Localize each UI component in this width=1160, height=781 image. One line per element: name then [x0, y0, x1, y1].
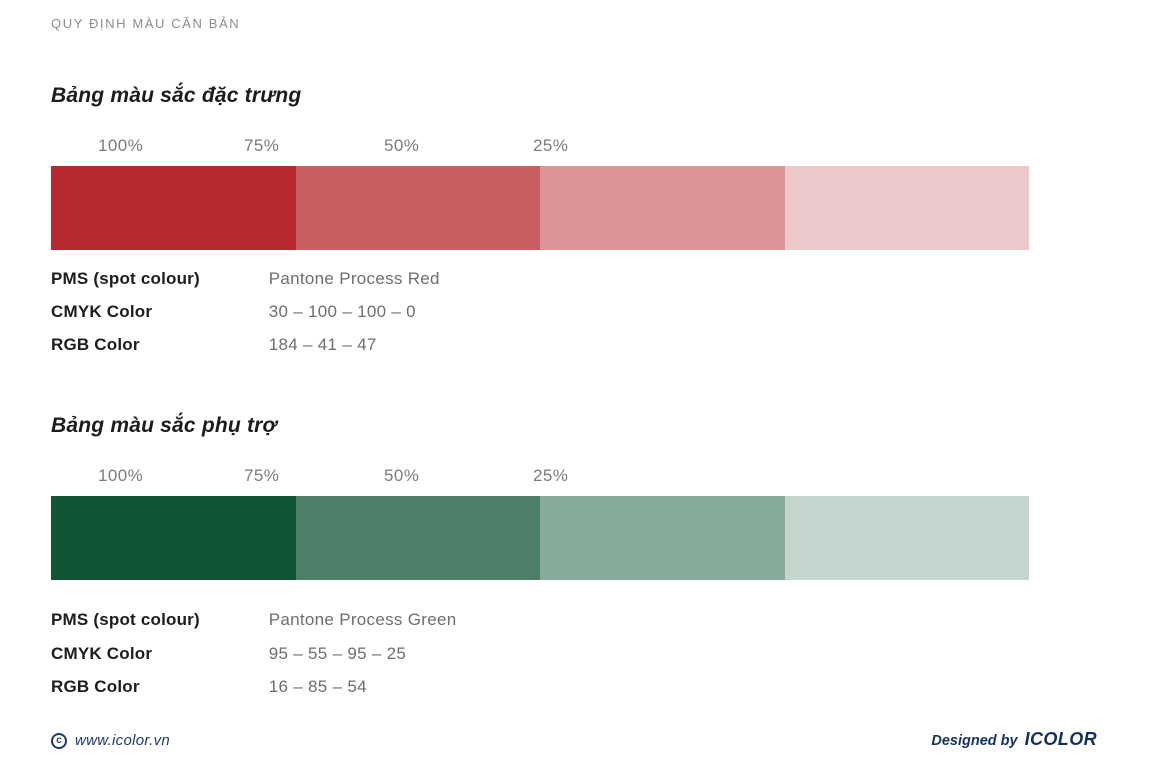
tint-label-75: 75%	[244, 466, 280, 485]
footer-credit: Designed by ICOLOR	[931, 729, 1097, 750]
spec-value-rgb: 16 – 85 – 54	[268, 677, 367, 696]
section-secondary-title: Bảng màu sắc phụ trợ	[51, 414, 277, 437]
spec-label-pms: PMS (spot colour)	[51, 610, 200, 629]
spec-value-cmyk: 95 – 55 – 95 – 25	[268, 644, 407, 663]
tint-label-25: 25%	[533, 136, 569, 155]
tint-label-25: 25%	[533, 466, 569, 485]
brand-name: ICOLOR	[1024, 729, 1097, 749]
copyright-icon: c	[51, 732, 67, 749]
secondary-color-bar	[51, 496, 1029, 580]
spec-value-pms: Pantone Process Red	[268, 269, 440, 288]
tint-label-100: 100%	[98, 466, 144, 485]
primary-spec-row-rgb: RGB Color 184 – 41 – 47	[51, 334, 377, 355]
secondary-spec-row-cmyk: CMYK Color 95 – 55 – 95 – 25	[51, 643, 406, 664]
primary-color-bar	[51, 166, 1029, 250]
page-kicker: QUY ĐỊNH MÀU CĂN BẢN	[51, 16, 241, 31]
spec-label-cmyk: CMYK Color	[51, 302, 153, 321]
secondary-swatch-100	[51, 496, 296, 580]
section-primary-title: Bảng màu sắc đặc trưng	[51, 84, 302, 107]
spec-label-rgb: RGB Color	[51, 677, 140, 696]
spec-value-cmyk: 30 – 100 – 100 – 0	[268, 302, 416, 321]
secondary-spec-row-pms: PMS (spot colour) Pantone Process Green	[51, 609, 456, 630]
primary-spec-row-cmyk: CMYK Color 30 – 100 – 100 – 0	[51, 301, 416, 322]
primary-spec-row-pms: PMS (spot colour) Pantone Process Red	[51, 268, 440, 289]
primary-swatch-25	[784, 166, 1029, 250]
spec-label-pms: PMS (spot colour)	[51, 269, 200, 288]
secondary-swatch-25	[784, 496, 1029, 580]
primary-swatch-100	[51, 166, 296, 250]
credit-prefix-label: Designed by	[931, 733, 1018, 749]
secondary-swatch-50	[540, 496, 785, 580]
secondary-spec-row-rgb: RGB Color 16 – 85 – 54	[51, 676, 367, 697]
spec-label-cmyk: CMYK Color	[51, 644, 153, 663]
secondary-swatch-75	[295, 496, 540, 580]
tint-label-50: 50%	[384, 466, 420, 485]
tint-label-100: 100%	[98, 136, 144, 155]
copyright-letter: c	[56, 734, 62, 746]
tint-label-50: 50%	[384, 136, 420, 155]
spec-value-pms: Pantone Process Green	[268, 610, 457, 629]
primary-swatch-50	[540, 166, 785, 250]
spec-label-rgb: RGB Color	[51, 335, 140, 354]
spec-value-rgb: 184 – 41 – 47	[268, 335, 377, 354]
tint-label-75: 75%	[244, 136, 280, 155]
footer-website: c www.icolor.vn	[51, 732, 170, 749]
primary-swatch-75	[295, 166, 540, 250]
website-link[interactable]: www.icolor.vn	[75, 732, 171, 749]
